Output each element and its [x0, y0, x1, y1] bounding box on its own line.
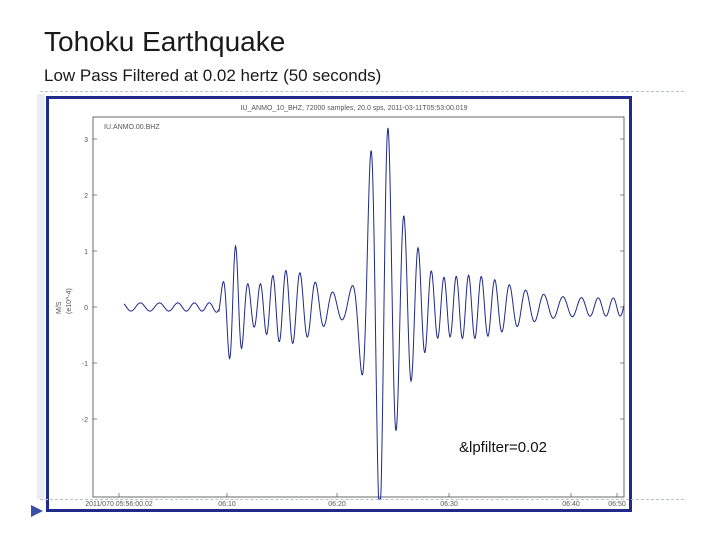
- seismogram-trace: [123, 127, 625, 500]
- slide-subtitle: Low Pass Filtered at 0.02 hertz (50 seco…: [44, 66, 382, 85]
- top-divider: [40, 91, 684, 92]
- y-tick-label: 3: [84, 137, 88, 144]
- y-tick-label: 1: [84, 249, 88, 256]
- filter-annotation: &lpfilter=0.02: [459, 439, 547, 456]
- y-tick-label: -1: [82, 361, 88, 368]
- bullet-arrow-icon: [31, 505, 43, 517]
- left-accent-bar: [37, 94, 45, 499]
- plot-header-text: IU_ANMO_10_BHZ, 72000 samples, 20.0 sps,…: [241, 105, 468, 112]
- x-tick-label: 06:10: [218, 501, 236, 508]
- y-axis-label: M/S: [56, 301, 63, 314]
- bottom-divider: [40, 499, 684, 500]
- x-tick-label: 06:20: [328, 501, 346, 508]
- x-tick-label: 06:30: [440, 501, 458, 508]
- x-tick-label: 06:40: [562, 501, 580, 508]
- x-tick-label: 06:50: [608, 501, 626, 508]
- y-tick-label: 2: [84, 193, 88, 200]
- seismogram-plot: IU_ANMO_10_BHZ, 72000 samples, 20.0 sps,…: [46, 96, 632, 512]
- channel-label: IU.ANMO.00.BHZ: [104, 124, 160, 131]
- x-ticks: 2011/070 05:56:00.02 06:10 06:20 06:30 06:40…: [85, 493, 626, 508]
- y-tick-label: 0: [84, 305, 88, 312]
- seismogram-svg: IU_ANMO_10_BHZ, 72000 samples, 20.0 sps,…: [56, 105, 626, 508]
- y-axis-unit: (e10^-4): [66, 288, 73, 314]
- y-tick-label: -2: [82, 417, 88, 424]
- x-tick-label: 2011/070 05:56:00.02: [85, 501, 153, 508]
- slide-title: Tohoku Earthquake: [44, 26, 286, 57]
- y-ticks: 3 2 1 0 -1 -2: [82, 137, 624, 424]
